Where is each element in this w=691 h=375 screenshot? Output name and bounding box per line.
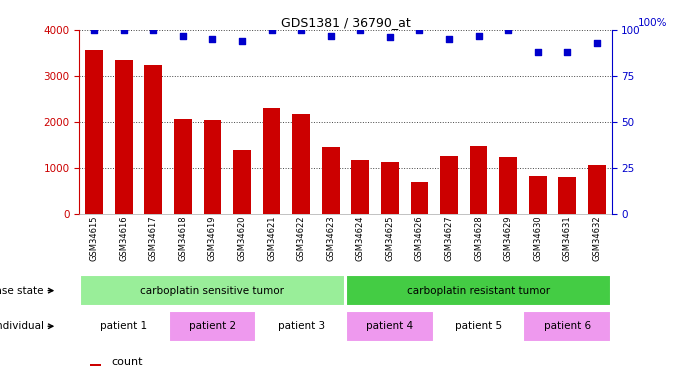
Bar [233, 150, 251, 214]
Point [207, 36, 218, 42]
Bar [263, 108, 281, 214]
Text: patient 1: patient 1 [100, 321, 147, 331]
Point [325, 33, 337, 39]
Text: patient 4: patient 4 [366, 321, 413, 331]
Point [296, 27, 307, 33]
Text: patient 2: patient 2 [189, 321, 236, 331]
Bar [558, 177, 576, 214]
Point [178, 33, 189, 39]
Text: individual: individual [0, 321, 44, 331]
Text: count: count [111, 357, 143, 367]
Bar [499, 157, 517, 214]
Point [236, 38, 247, 44]
Point [88, 27, 100, 33]
Point [414, 27, 425, 33]
Bar [346, 311, 433, 342]
Bar [292, 114, 310, 214]
Bar [86, 50, 103, 214]
Bar [204, 120, 221, 214]
Text: carboplatin resistant tumor: carboplatin resistant tumor [407, 286, 550, 296]
Title: GDS1381 / 36790_at: GDS1381 / 36790_at [281, 16, 410, 29]
Point [502, 27, 513, 33]
Point [266, 27, 277, 33]
Point [444, 36, 455, 42]
Bar [529, 176, 547, 214]
Point [384, 34, 395, 40]
Bar [352, 160, 369, 214]
Bar [258, 311, 345, 342]
Bar [322, 147, 339, 214]
Point [591, 40, 603, 46]
Bar [80, 311, 167, 342]
Bar [169, 311, 256, 342]
Bar [470, 146, 487, 214]
Text: patient 6: patient 6 [544, 321, 591, 331]
Text: patient 5: patient 5 [455, 321, 502, 331]
Bar [80, 275, 345, 306]
Bar [346, 275, 611, 306]
Bar [524, 311, 611, 342]
Bar [440, 156, 458, 214]
Bar [381, 162, 399, 214]
Point [532, 49, 543, 55]
Text: patient 3: patient 3 [278, 321, 325, 331]
Point [148, 27, 159, 33]
Bar [90, 364, 100, 366]
Bar [144, 65, 162, 214]
Point [473, 33, 484, 39]
Bar [435, 311, 522, 342]
Bar [410, 182, 428, 214]
Bar [174, 119, 192, 214]
Bar [588, 165, 605, 214]
Text: disease state: disease state [0, 286, 44, 296]
Bar [115, 60, 133, 214]
Point [354, 27, 366, 33]
Point [562, 49, 573, 55]
Text: 100%: 100% [638, 18, 668, 28]
Point [118, 27, 129, 33]
Text: carboplatin sensitive tumor: carboplatin sensitive tumor [140, 286, 285, 296]
